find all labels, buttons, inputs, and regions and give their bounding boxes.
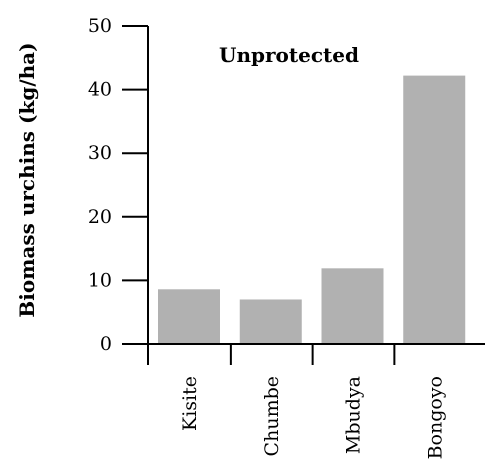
y-tick-label: 10 [88, 269, 112, 291]
chart-title: Unprotected [219, 43, 359, 67]
y-tick-label: 30 [88, 142, 112, 164]
bar-chumbe [239, 299, 302, 344]
x-tick-label: Kisite [179, 376, 201, 431]
bar-bongoyo [403, 75, 466, 344]
bars-group [158, 75, 466, 344]
y-tick-label: 40 [88, 79, 112, 101]
y-tick-label: 20 [88, 206, 112, 228]
x-tick-label: Chumbe [261, 376, 283, 456]
x-tick-label: Bongoyo [424, 376, 446, 459]
y-ticks-group: 0 10 20 30 40 50 [88, 15, 148, 355]
x-tick-label: Mbudya [343, 376, 365, 454]
bar-kisite [158, 289, 220, 344]
y-axis-label: Biomass urchins (kg/ha) [15, 42, 39, 317]
y-tick-label: 50 [88, 15, 112, 37]
bar-mbudya [321, 268, 384, 344]
x-ticks-group: Kisite Chumbe Mbudya Bongoyo [179, 344, 446, 459]
y-tick-label: 0 [100, 333, 112, 355]
